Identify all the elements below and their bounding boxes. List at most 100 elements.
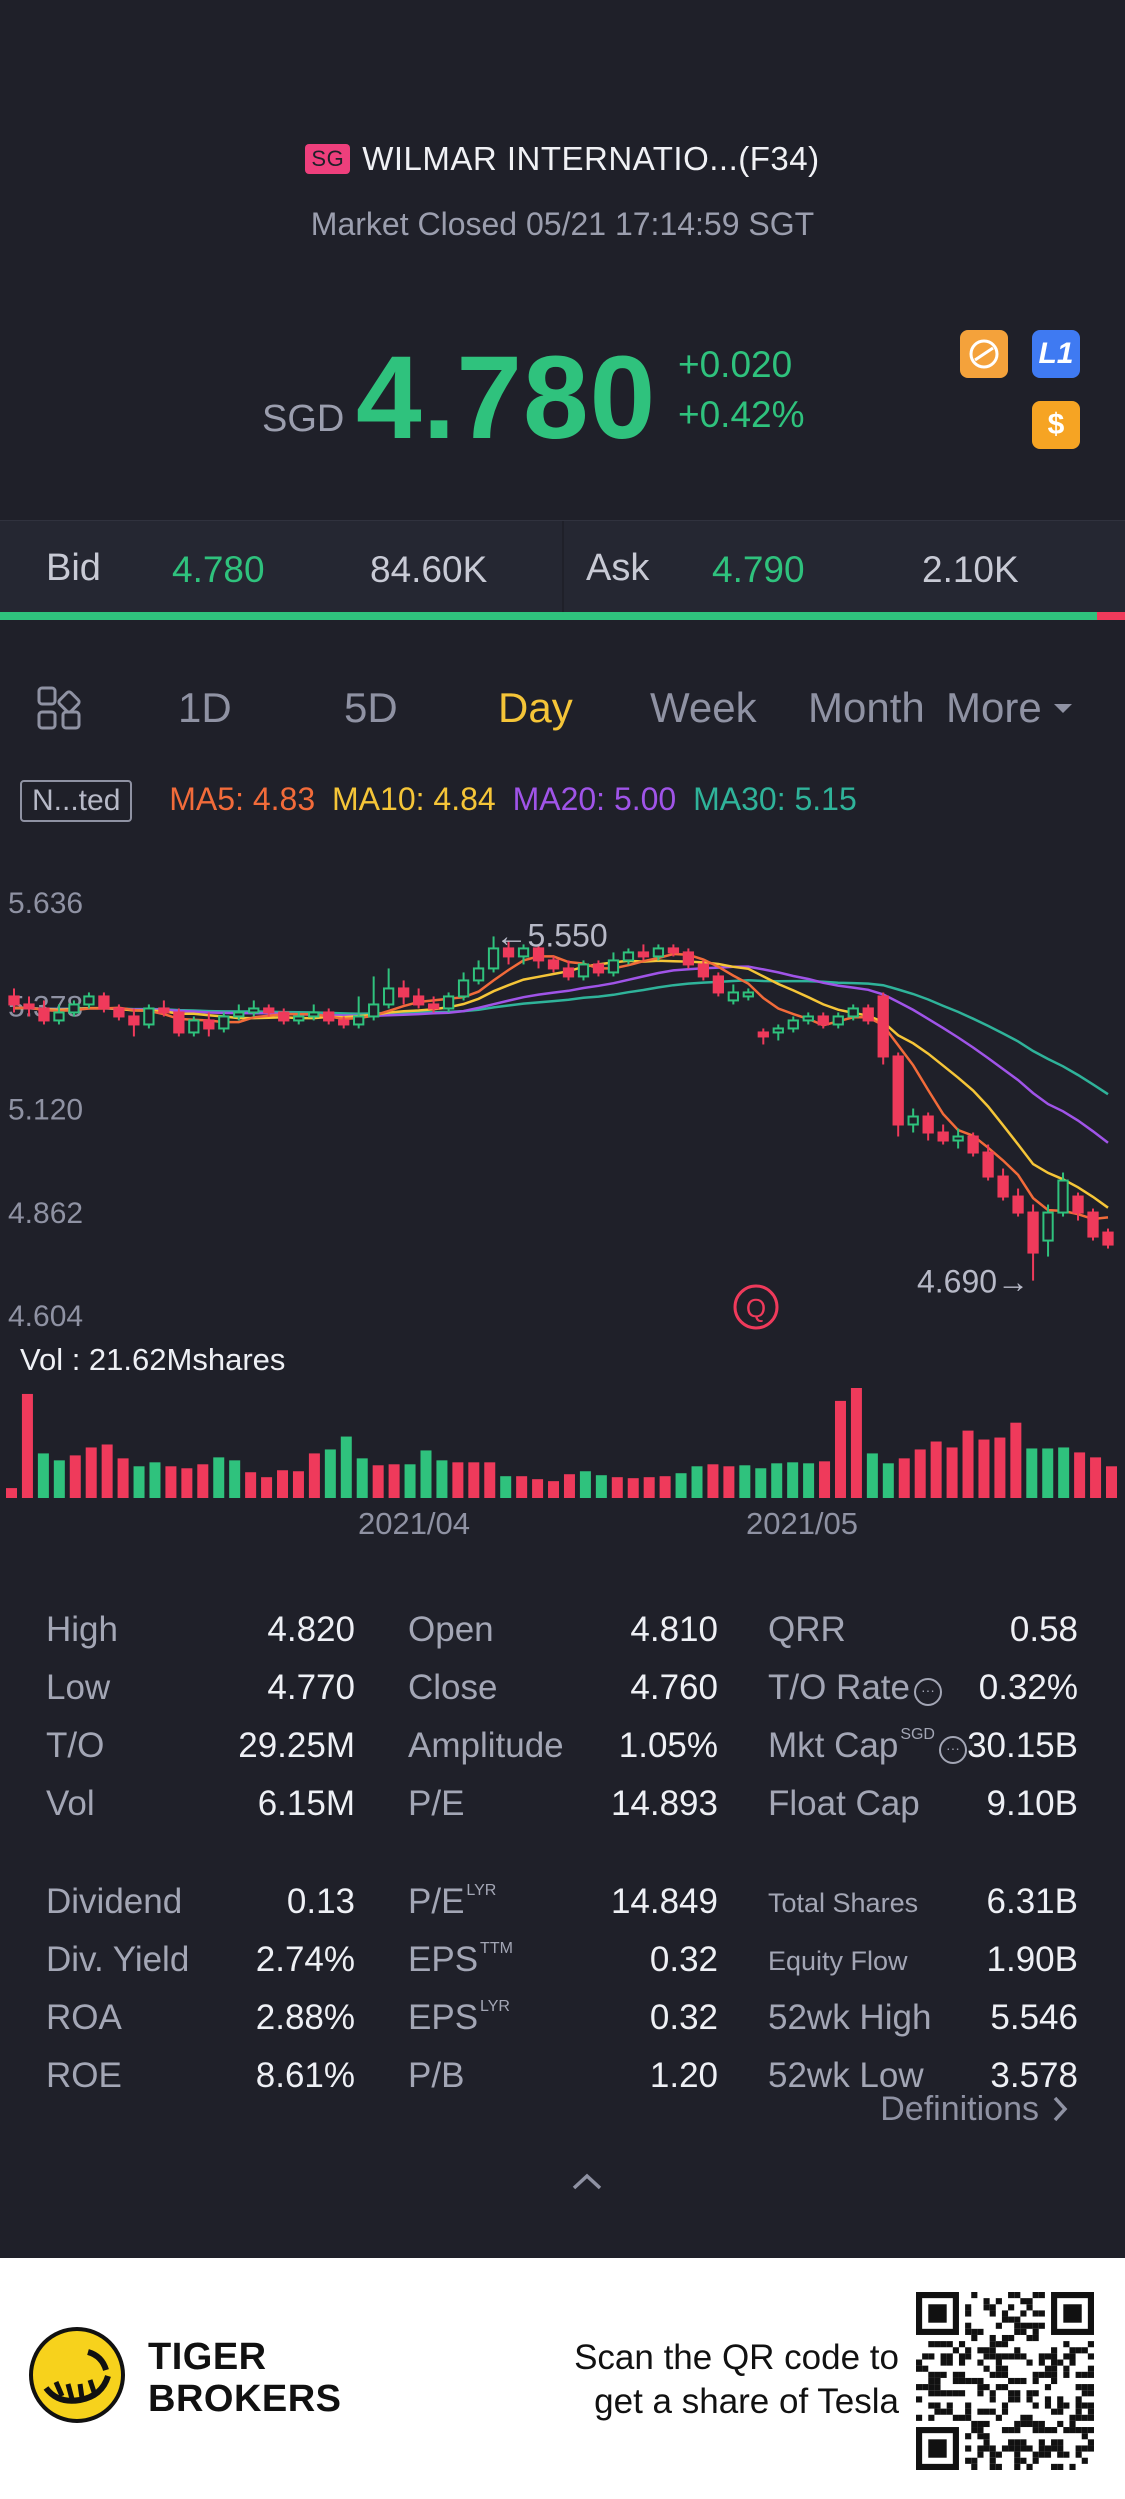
qr-module (1044, 2384, 1052, 2391)
volume-bar (1058, 1447, 1070, 1498)
stat-value: 0.32% (978, 1668, 1078, 1707)
tab-month[interactable]: Month (808, 684, 925, 731)
candle-down (982, 1151, 994, 1178)
stat-label: ROA (46, 1998, 122, 2038)
qr-module (1020, 2414, 1027, 2421)
candle-down (997, 1175, 1009, 1198)
qr-module (916, 2384, 923, 2391)
stat-value: 8.61% (255, 2056, 355, 2095)
dollar-icon[interactable]: $ (1032, 401, 1080, 449)
qr-module (995, 2353, 1002, 2360)
qr-module (1008, 2396, 1015, 2403)
candle-down (263, 1007, 275, 1014)
candle-up (53, 1011, 65, 1022)
candle-up (907, 1115, 919, 1126)
stat-value: 29.25M (238, 1726, 355, 1765)
ma30-value: MA30: 5.15 (693, 781, 857, 817)
stock-title[interactable]: SG WILMAR INTERNATIO...(F34) (0, 140, 1125, 178)
tab-week[interactable]: Week (650, 684, 757, 731)
qr-module (1044, 2402, 1052, 2409)
stat-label-text: QRR (768, 1610, 846, 1649)
qr-module (1032, 2427, 1039, 2434)
definitions-link[interactable]: Definitions (880, 2090, 1071, 2129)
chevron-right-icon (1053, 2096, 1068, 2122)
market-badge: SG (305, 144, 351, 174)
volume-bar (372, 1465, 384, 1498)
tab-1d[interactable]: 1D (178, 684, 232, 731)
qr-module (1075, 2384, 1082, 2391)
tab-5d[interactable]: 5D (344, 684, 398, 731)
candle-down (1027, 1211, 1039, 1254)
qr-module (1008, 2427, 1015, 2434)
qr-module (983, 2445, 990, 2452)
qr-module (965, 2304, 972, 2311)
qr-module (958, 2359, 966, 2366)
volume-bar (803, 1463, 815, 1498)
pattern-icon[interactable] (960, 330, 1008, 378)
volume-bar (53, 1460, 65, 1498)
ma5-value: MA5: 4.83 (169, 781, 316, 817)
qr-module (1069, 2359, 1076, 2366)
ask-label: Ask (586, 547, 650, 589)
volume-bar (133, 1466, 145, 1498)
period-tabs: 1D 5D Day Week Month More (0, 640, 1125, 780)
ma20-value: MA20: 5.00 (512, 781, 677, 817)
qr-module (1038, 2322, 1045, 2329)
stat-label-text: T/O (46, 1726, 105, 1765)
chart-type-selector[interactable]: N...ted (20, 780, 133, 822)
candle-up (143, 1007, 155, 1026)
level1-icon[interactable]: L1 (1032, 330, 1080, 378)
qr-module (1075, 2414, 1082, 2421)
qr-module (1057, 2439, 1064, 2446)
candle-down (682, 951, 695, 966)
qr-module (958, 2390, 966, 2397)
qr-module (989, 2371, 996, 2378)
qr-module (1051, 2427, 1058, 2434)
qr-module (1063, 2402, 1070, 2409)
qr-module (1014, 2292, 1021, 2299)
qr-module (995, 2298, 1002, 2305)
qr-module (1008, 2390, 1015, 2397)
stat-label-text: P/E (408, 1784, 465, 1823)
candle-up (188, 1019, 200, 1034)
qr-module (1014, 2347, 1021, 2354)
qr-module (995, 2341, 1002, 2348)
qr-module (965, 2402, 972, 2409)
qr-module (1087, 2384, 1094, 2391)
grid-icon[interactable] (36, 685, 82, 731)
tab-day[interactable]: Day (498, 684, 573, 731)
moving-average-legend: N...ted MA5: 4.83 MA10: 4.84 MA20: 5.00 … (20, 780, 857, 828)
stat-label-text: Total Shares (768, 1888, 919, 1918)
qr-module (1087, 2390, 1094, 2397)
qr-module (958, 2341, 966, 2348)
candle-down (1012, 1195, 1024, 1214)
candle-down (98, 995, 110, 1010)
stat-label-superscript: LYR (466, 1882, 497, 1899)
qr-module (934, 2341, 941, 2348)
qr-module (1075, 2408, 1082, 2415)
info-icon[interactable]: ··· (913, 1678, 942, 1706)
candle-down (547, 959, 560, 970)
qr-module (1032, 2390, 1039, 2397)
candle-down (323, 1011, 335, 1022)
volume-bar (292, 1471, 304, 1498)
collapse-toggle[interactable] (0, 2150, 1125, 2240)
qr-module (983, 2433, 990, 2440)
info-icon[interactable]: ··· (938, 1736, 967, 1764)
qr-module (1081, 2457, 1088, 2464)
candle-down (338, 1019, 350, 1026)
candle-up (68, 1003, 80, 1014)
qr-module (983, 2420, 990, 2428)
qr-module (1069, 2420, 1076, 2428)
stat-label: 52wk Low (768, 2056, 924, 2096)
bid-ask-panel[interactable]: Bid 4.780 84.60K Ask 4.790 2.10K (0, 520, 1125, 613)
tab-more[interactable]: More (946, 684, 1076, 732)
stat-value: 14.893 (610, 1784, 718, 1823)
stock-name: WILMAR INTERNATIO...(F34) (362, 140, 820, 177)
qr-module (1087, 2402, 1094, 2409)
promo-banner[interactable]: TIGER BROKERS Scan the QR code to get a … (0, 2258, 1125, 2499)
candle-up (383, 987, 395, 1006)
qr-module (995, 2365, 1002, 2372)
qr-module (965, 2414, 972, 2421)
